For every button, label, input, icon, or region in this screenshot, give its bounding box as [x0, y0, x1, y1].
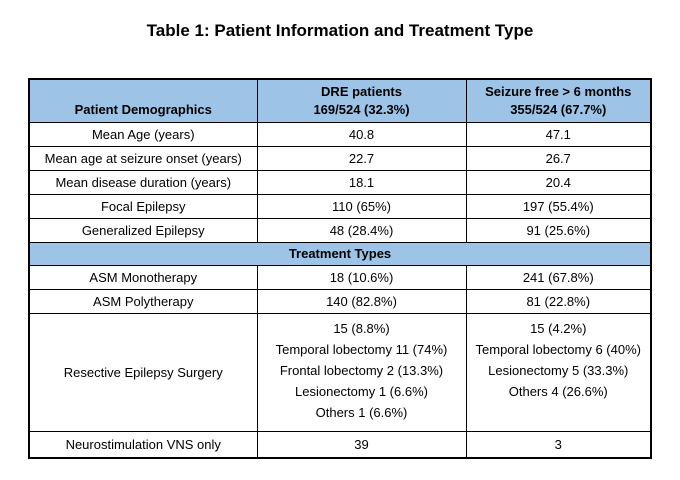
table-title: Table 1: Patient Information and Treatme… — [146, 21, 534, 40]
header-patient-demographics: Patient Demographics — [28, 78, 258, 123]
header-dre-line1: DRE patients — [321, 84, 402, 99]
dre-value: 48 (28.4%) — [256, 218, 467, 243]
dre-value: 39 — [256, 431, 467, 459]
seizure-free-value: 241 (67.8%) — [465, 265, 652, 290]
seizure-free-surgery-details: 15 (4.2%) Temporal lobectomy 6 (40%) Les… — [465, 313, 652, 432]
row-disease-duration: Mean disease duration (years) 18.1 20.4 — [28, 170, 652, 195]
dre-surgery-line: Frontal lobectomy 2 (13.3%) — [279, 363, 444, 378]
row-label: Mean Age (years) — [28, 122, 258, 147]
seizure-free-value: 47.1 — [465, 122, 652, 147]
row-asm-monotherapy: ASM Monotherapy 18 (10.6%) 241 (67.8%) — [28, 265, 652, 290]
dre-value: 140 (82.8%) — [256, 289, 467, 314]
seizure-free-value: 197 (55.4%) — [465, 194, 652, 219]
dre-value: 18 (10.6%) — [256, 265, 467, 290]
seizure-free-value: 26.7 — [465, 146, 652, 171]
row-mean-age-onset: Mean age at seizure onset (years) 22.7 2… — [28, 146, 652, 171]
dre-surgery-details: 15 (8.8%) Temporal lobectomy 11 (74%) Fr… — [256, 313, 467, 432]
row-asm-polytherapy: ASM Polytherapy 140 (82.8%) 81 (22.8%) — [28, 289, 652, 314]
header-seizure-free-line2: 355/524 (67.7%) — [510, 102, 607, 117]
dre-surgery-line: 15 (8.8%) — [333, 321, 390, 336]
dre-surgery-line: Lesionectomy 1 (6.6%) — [295, 384, 428, 399]
row-focal-epilepsy: Focal Epilepsy 110 (65%) 197 (55.4%) — [28, 194, 652, 219]
dre-value: 22.7 — [256, 146, 467, 171]
row-resective-surgery: Resective Epilepsy Surgery 15 (8.8%) Tem… — [28, 313, 652, 432]
seizure-free-value: 20.4 — [465, 170, 652, 195]
row-label: Focal Epilepsy — [28, 194, 258, 219]
row-label: Neurostimulation VNS only — [28, 431, 258, 459]
dre-surgery-line: Others 1 (6.6%) — [315, 405, 408, 420]
seizure-free-surgery-line: 15 (4.2%) — [530, 321, 587, 336]
dre-value: 110 (65%) — [256, 194, 467, 219]
row-neurostimulation: Neurostimulation VNS only 39 3 — [28, 431, 652, 459]
row-label: Mean disease duration (years) — [28, 170, 258, 195]
row-label: Generalized Epilepsy — [28, 218, 258, 243]
header-dre-patients: DRE patients 169/524 (32.3%) — [256, 78, 467, 123]
patient-info-table: Patient Demographics DRE patients 169/52… — [28, 78, 652, 459]
seizure-free-value: 3 — [465, 431, 652, 459]
seizure-free-value: 81 (22.8%) — [465, 289, 652, 314]
table-header-row: Patient Demographics DRE patients 169/52… — [28, 78, 652, 123]
seizure-free-surgery-line: Others 4 (26.6%) — [508, 384, 608, 399]
header-seizure-free-line1: Seizure free > 6 months — [485, 84, 632, 99]
section-header-treatment-types: Treatment Types — [28, 242, 652, 266]
seizure-free-value: 91 (25.6%) — [465, 218, 652, 243]
seizure-free-surgery-line: Lesionectomy 5 (33.3%) — [488, 363, 629, 378]
dre-surgery-line: Temporal lobectomy 11 (74%) — [275, 342, 448, 357]
header-dre-line2: 169/524 (32.3%) — [313, 102, 410, 117]
seizure-free-surgery-line: Temporal lobectomy 6 (40%) — [475, 342, 641, 357]
section-header-row: Treatment Types — [28, 242, 652, 266]
row-label: ASM Polytherapy — [28, 289, 258, 314]
row-label: Resective Epilepsy Surgery — [28, 313, 258, 432]
row-generalized-epilepsy: Generalized Epilepsy 48 (28.4%) 91 (25.6… — [28, 218, 652, 243]
row-mean-age: Mean Age (years) 40.8 47.1 — [28, 122, 652, 147]
row-label: ASM Monotherapy — [28, 265, 258, 290]
dre-value: 18.1 — [256, 170, 467, 195]
row-label: Mean age at seizure onset (years) — [28, 146, 258, 171]
header-seizure-free: Seizure free > 6 months 355/524 (67.7%) — [465, 78, 652, 123]
dre-value: 40.8 — [256, 122, 467, 147]
